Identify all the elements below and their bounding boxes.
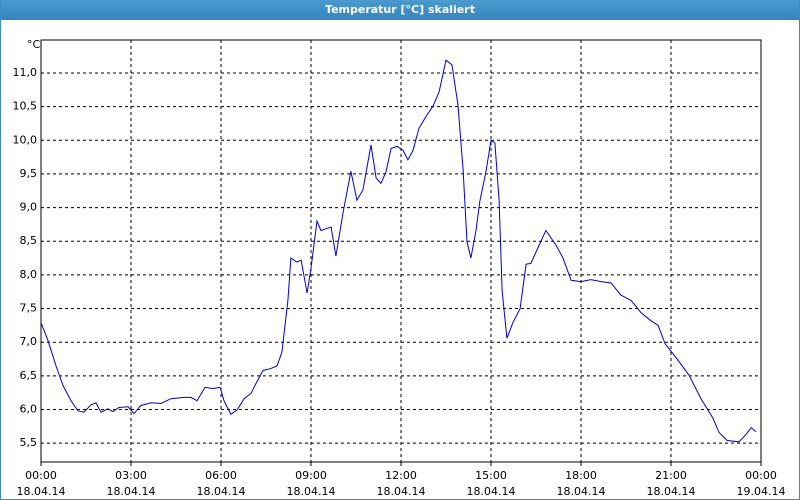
x-tick-label: 21:00 18.04.14 (646, 469, 696, 498)
y-tick-label: 6,0 (20, 403, 38, 416)
x-tick-label: 15:00 18.04.14 (466, 469, 516, 498)
y-tick-label: 9,0 (20, 201, 38, 214)
y-tick-label: 8,5 (20, 234, 38, 247)
x-tick-label: 00:00 19.04.14 (736, 469, 786, 498)
x-tick-label: 18:00 18.04.14 (556, 469, 606, 498)
y-tick-label: 7,0 (20, 335, 38, 348)
y-axis-label: °C (27, 38, 41, 51)
x-tick-label: 06:00 18.04.14 (196, 469, 246, 498)
y-tick-label: 9,5 (20, 167, 38, 180)
y-tick-label: 8,0 (20, 268, 38, 281)
x-tick-label: 09:00 18.04.14 (286, 469, 336, 498)
y-tick-label: 6,5 (20, 369, 38, 382)
y-tick-label: 11,0 (13, 66, 38, 79)
y-tick-label: 10,5 (13, 100, 38, 113)
chart: °C 5,5 6,0 6,5 7,0 7,5 8,0 8,5 9,0 9,5 10,0 10,5 11… (13, 38, 762, 466)
plot-frame (40, 39, 762, 463)
y-tick-label: 7,5 (20, 302, 38, 315)
y-tick-label: 10,0 (13, 133, 38, 146)
data-line (40, 59, 757, 443)
x-tick-label: 00:00 18.04.14 (16, 469, 66, 498)
x-tick-label: 12:00 18.04.14 (376, 469, 426, 498)
x-tick-label: 03:00 18.04.14 (106, 469, 156, 498)
chart-title: Temperatur [°C] skaliert (1, 0, 799, 20)
y-tick-label: 5,5 (20, 436, 38, 449)
